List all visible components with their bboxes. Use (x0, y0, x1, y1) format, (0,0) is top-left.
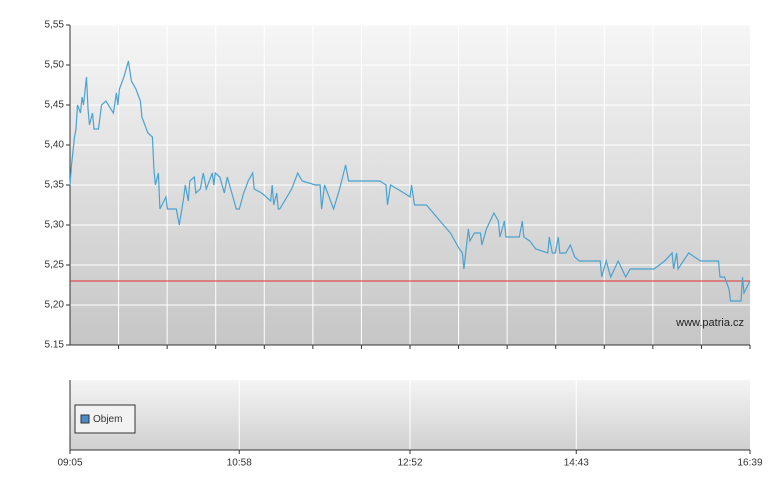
x-tick-label: 10:58 (227, 458, 252, 469)
y-tick-label: 5.15 (45, 340, 65, 351)
y-tick-label: 5,55 (45, 20, 65, 31)
y-tick-label: 5,50 (45, 60, 65, 71)
x-tick-label: 09:05 (57, 458, 82, 469)
x-tick-label: 12:52 (397, 458, 422, 469)
y-tick-label: 5,30 (45, 220, 65, 231)
legend-label: Objem (93, 414, 122, 425)
legend-swatch (80, 414, 90, 424)
y-tick-label: 5,45 (45, 100, 65, 111)
y-tick-label: 5,25 (45, 260, 65, 271)
x-tick-label: 14:43 (564, 458, 589, 469)
price-line (69, 60, 751, 302)
y-tick-label: 5,35 (45, 180, 65, 191)
y-tick-label: 5,20 (45, 300, 65, 311)
y-tick-label: 5,40 (45, 140, 65, 151)
x-tick-label: 16:39 (737, 458, 762, 469)
watermark: www.patria.cz (675, 317, 744, 329)
